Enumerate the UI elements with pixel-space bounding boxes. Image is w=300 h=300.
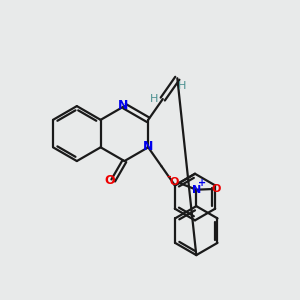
Text: N: N (118, 99, 128, 112)
Text: O: O (104, 174, 115, 187)
Text: O: O (170, 177, 179, 187)
Text: O: O (211, 184, 221, 194)
Text: H: H (150, 94, 159, 104)
Text: N: N (192, 185, 201, 195)
Text: N: N (143, 140, 153, 153)
Text: H: H (178, 81, 186, 91)
Text: -: - (166, 172, 171, 182)
Text: +: + (198, 178, 206, 188)
